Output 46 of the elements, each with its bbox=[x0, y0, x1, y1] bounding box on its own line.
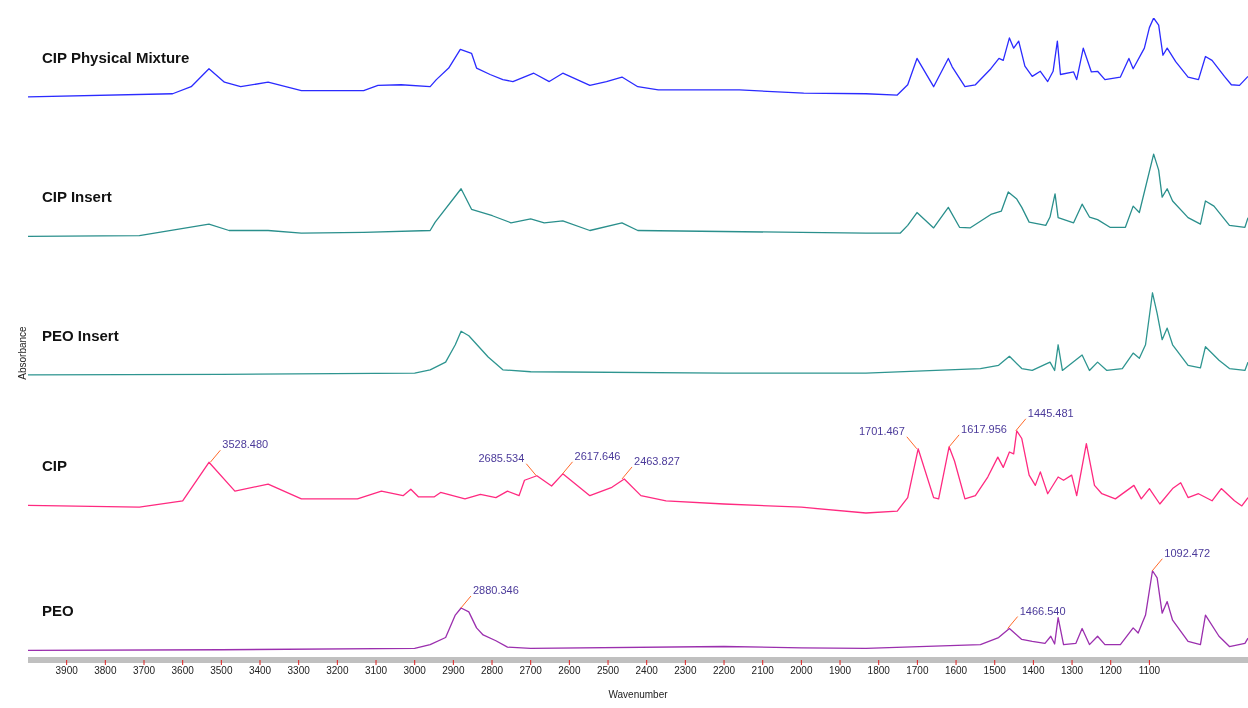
x-tick-label: 1600 bbox=[944, 665, 968, 677]
annotation: 1445.481 bbox=[1027, 406, 1074, 419]
x-tick-label: 1100 bbox=[1138, 665, 1161, 677]
text: CIP bbox=[42, 457, 68, 475]
x-tick-label: 3700 bbox=[132, 665, 156, 677]
x-tick-label: 1500 bbox=[983, 665, 1007, 677]
x-tick-label: 3200 bbox=[326, 665, 349, 677]
annotation: 2880.346 bbox=[472, 584, 519, 596]
x-tick-label: 2900 bbox=[442, 665, 465, 677]
x-tick-label: 3000 bbox=[403, 665, 427, 677]
annotation: 3528.480 bbox=[222, 438, 269, 451]
x-tick-label: 2400 bbox=[635, 665, 659, 677]
annotation: 2685.534 bbox=[478, 451, 525, 464]
annotation: 1466.540 bbox=[1019, 604, 1066, 617]
annotation: 2463.827 bbox=[634, 454, 680, 467]
text: CIP Insert bbox=[42, 188, 112, 206]
x-tick-label: 3300 bbox=[287, 665, 311, 677]
series-label: CIP Physical Mixture bbox=[42, 48, 190, 66]
annotation: 1092.472 bbox=[1164, 546, 1211, 559]
x-tick-label: 3500 bbox=[210, 665, 233, 677]
x-tick-label: 3100 bbox=[364, 665, 388, 677]
x-tick-label: 1700 bbox=[906, 665, 929, 677]
x-tick-label: 2100 bbox=[751, 665, 775, 677]
x-tick-label: 2200 bbox=[712, 665, 736, 677]
x-tick-label: 1300 bbox=[1060, 665, 1084, 677]
x-tick-label: 2300 bbox=[674, 665, 697, 677]
x-tick-label: 3800 bbox=[94, 665, 117, 677]
x-tick-label: 3400 bbox=[248, 665, 272, 677]
annotation: 1617.956 bbox=[961, 422, 1007, 435]
x-tick-label: 1900 bbox=[828, 665, 852, 677]
x-tick-label: 3900 bbox=[55, 665, 79, 677]
x-axis-title: Wavenumber bbox=[608, 689, 669, 700]
annotation: 1701.467 bbox=[858, 424, 905, 437]
annotation: 2617.646 bbox=[574, 449, 621, 462]
text: PEO bbox=[42, 602, 75, 620]
text: PEO Insert bbox=[42, 326, 119, 344]
x-tick-label: 2600 bbox=[558, 665, 581, 677]
x-tick-label: 1200 bbox=[1099, 665, 1123, 677]
x-tick-label: 2800 bbox=[480, 665, 504, 677]
x-tick-label: 1800 bbox=[867, 665, 891, 677]
x-tick-label: 1400 bbox=[1022, 665, 1045, 677]
x-tick-label: 2700 bbox=[519, 665, 543, 677]
x-tick-label: 2000 bbox=[790, 665, 813, 677]
x-tick-label: 2500 bbox=[596, 665, 620, 677]
y-axis-title: Absorbance bbox=[16, 326, 28, 380]
x-tick-label: 3600 bbox=[171, 665, 195, 677]
